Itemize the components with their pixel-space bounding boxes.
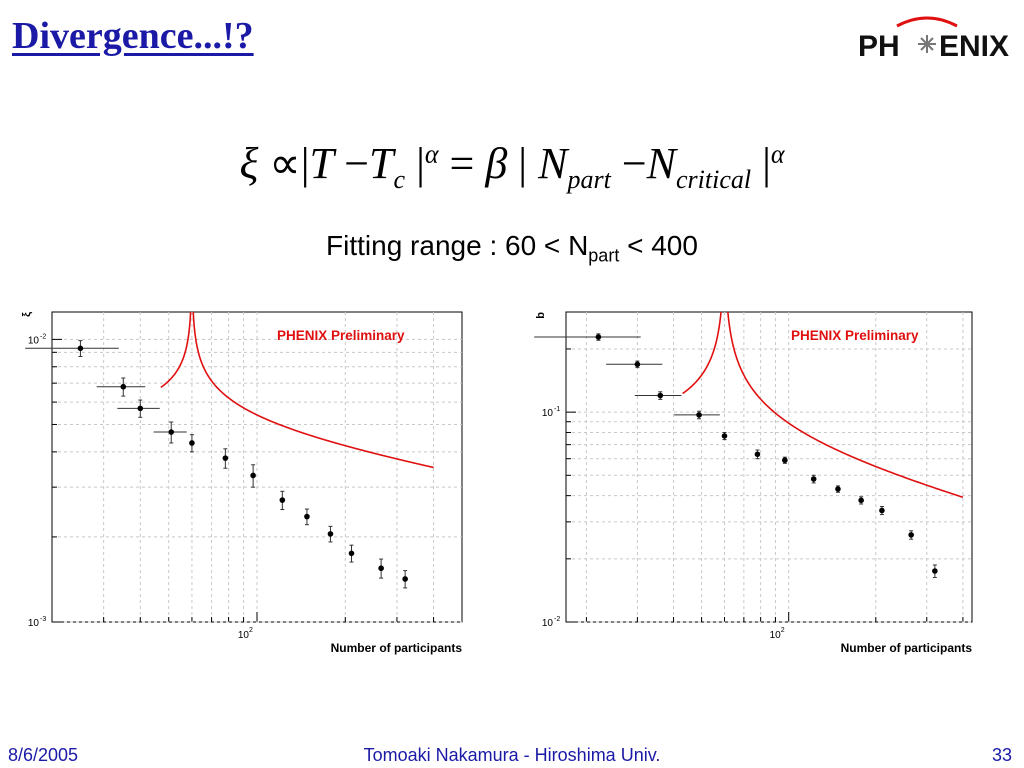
formula-T: T	[309, 139, 334, 188]
y-tick-label-base: 10	[28, 335, 40, 346]
fit-curve	[160, 312, 434, 469]
formula-alpha: α	[424, 139, 439, 169]
plot-frame	[565, 311, 973, 623]
footer-page-number: 33	[991, 745, 1012, 765]
y-tick-label-base: 10	[542, 618, 554, 629]
fit-curve	[682, 312, 964, 499]
footer-author: Tomoaki Nakamura - Hiroshima Univ.	[363, 745, 661, 765]
plot-frame	[51, 311, 463, 623]
fitting-text: Fitting range : 60 < N	[326, 230, 589, 261]
preliminary-label: PHENIX Preliminary	[277, 328, 405, 343]
x-tick-label-exp: 2	[781, 627, 785, 634]
data-point	[168, 429, 175, 435]
data-point	[879, 507, 885, 514]
formula-Tc: T	[369, 139, 394, 188]
formula-critical-sub: critical	[676, 164, 752, 194]
data-point	[908, 532, 914, 538]
y-tick-label-base: 10	[28, 618, 40, 629]
formula-bar2: |	[416, 139, 425, 188]
y-tick-label-base: 10	[542, 408, 554, 419]
data-point	[304, 513, 310, 520]
x-tick-label-base: 10	[238, 630, 250, 641]
data-point	[721, 433, 728, 439]
formula-minus: −	[344, 139, 370, 188]
data-point	[595, 334, 602, 340]
data-point	[835, 486, 841, 492]
formula-alpha2: α	[770, 139, 785, 169]
fitting-tail: < 400	[619, 230, 698, 261]
data-point	[120, 383, 127, 390]
data-point	[782, 457, 788, 464]
fitting-sub: part	[588, 245, 620, 266]
data-point	[402, 576, 408, 582]
data-point	[77, 345, 84, 352]
formula-minus2: −	[621, 139, 647, 188]
data-point	[754, 451, 761, 458]
formula-bar4: |	[762, 139, 771, 188]
x-axis-label: Number of participants	[841, 641, 973, 655]
formula-N: N	[538, 139, 568, 188]
data-point	[189, 440, 195, 446]
data-point	[810, 476, 817, 482]
y-tick-label-exp: -3	[40, 616, 46, 623]
data-point	[250, 472, 256, 479]
formula-beta: β	[485, 139, 508, 188]
y-axis-label: ξ	[21, 312, 33, 317]
formula-proportional: ∝	[269, 139, 301, 188]
data-point	[327, 531, 334, 537]
x-tick-label-base: 10	[770, 630, 782, 641]
y-tick-label-exp: -1	[554, 406, 560, 413]
formula-c-sub: c	[393, 164, 406, 194]
data-point	[348, 550, 355, 557]
fitting-range: Fitting range : 60 < Npart < 400	[0, 230, 1024, 267]
phoenix-star-icon	[896, 16, 958, 53]
data-point	[932, 568, 938, 574]
x-tick-label-exp: 2	[249, 627, 253, 634]
phenix-logo: PH ENIX	[858, 16, 1009, 63]
preliminary-label: PHENIX Preliminary	[791, 328, 919, 343]
formula-xi: ξ	[239, 139, 259, 188]
y-tick-label-exp: -2	[554, 616, 560, 623]
y-tick-label-exp: -2	[40, 333, 46, 340]
divergence-formula: ξ ∝|T −Tc |α = β | Npart −Ncritical |α	[0, 138, 1024, 195]
data-point	[137, 405, 144, 412]
data-point	[657, 392, 664, 399]
footer-date: 8/6/2005	[8, 745, 79, 765]
formula-N2: N	[646, 139, 676, 188]
x-axis-label: Number of participants	[331, 641, 463, 655]
formula-part-sub: part	[567, 164, 611, 194]
formula-equals: =	[449, 139, 475, 188]
data-point	[279, 497, 286, 503]
data-point	[634, 361, 641, 368]
slide-title: Divergence...!?	[12, 15, 254, 57]
data-point	[378, 565, 384, 572]
data-point	[858, 497, 864, 504]
y-axis-label: b	[535, 312, 547, 319]
formula-bar: |	[300, 139, 310, 188]
data-point	[222, 455, 229, 461]
logo-text-right: ENIX	[939, 30, 1009, 63]
data-point	[696, 412, 702, 418]
formula-bar3: |	[518, 139, 528, 188]
logo-text-left: PH	[858, 30, 900, 63]
